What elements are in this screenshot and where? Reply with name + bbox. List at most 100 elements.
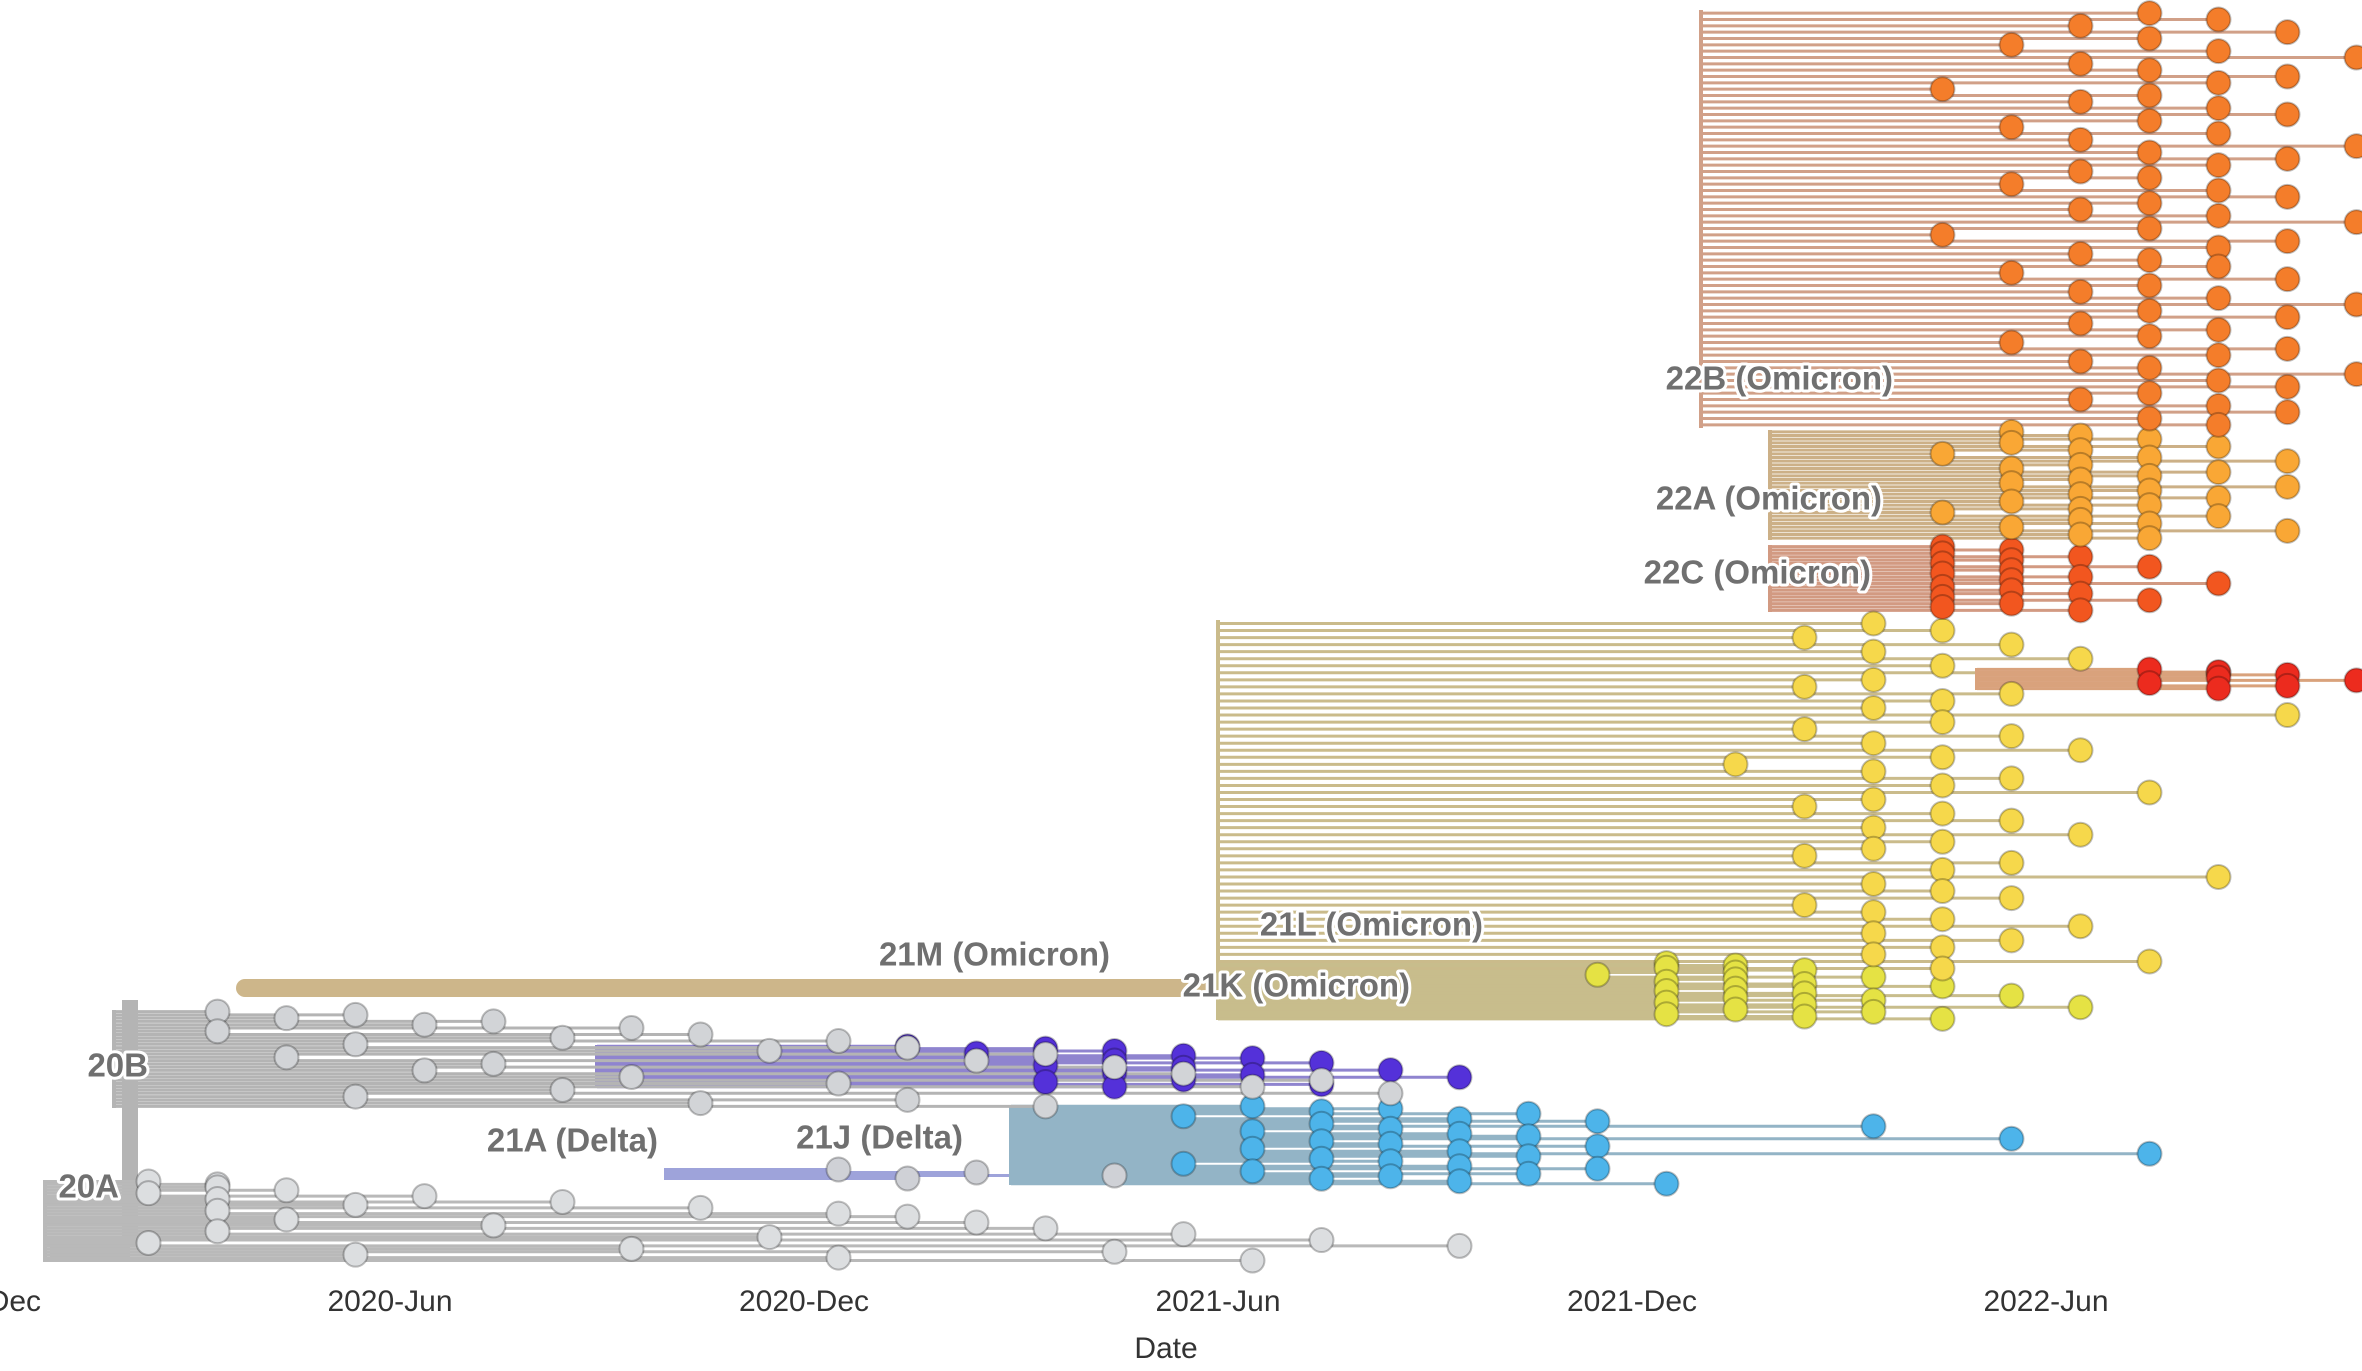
tip [1791,1003,1818,1030]
tip [963,1047,990,1074]
tip [480,1212,507,1239]
tip [2205,503,2232,530]
tip [2136,190,2163,217]
x-axis-label: Date [1134,1332,1197,1365]
tip [1998,329,2025,356]
tip [1998,885,2025,912]
tip [1998,171,2025,198]
tip [342,1241,369,1268]
tip [2067,994,2094,1021]
tip [2067,50,2094,77]
tip [1929,499,1956,526]
tip [1653,1001,1680,1028]
tip [1032,1093,1059,1120]
tip [2136,247,2163,274]
tip [1239,1135,1266,1162]
tip [1929,1005,1956,1032]
tip [618,1014,645,1041]
tip [2205,411,2232,438]
tip [1929,800,1956,827]
tip [1377,1080,1404,1107]
tip [2205,95,2232,122]
tip [825,1244,852,1271]
tip [1860,610,1887,637]
tip [1515,1100,1542,1127]
tip [1101,1238,1128,1265]
tip [1515,1160,1542,1187]
tip [2274,19,2301,46]
tip [273,1005,300,1032]
tip [2136,139,2163,166]
clade-label: 21J (Delta) [796,1119,963,1156]
tip [2205,367,2232,394]
tip [2136,525,2163,552]
tip [687,1194,714,1221]
tip [1308,1067,1335,1094]
tip [1860,638,1887,665]
tip [1032,1041,1059,1068]
tip [825,1200,852,1227]
tip [2205,342,2232,369]
tip [1170,1103,1197,1130]
tip [1101,1162,1128,1189]
tip [2205,6,2232,33]
tip [2205,459,2232,486]
tip [1929,221,1956,248]
tip [342,1031,369,1058]
tip [2067,126,2094,153]
tip [2067,597,2094,624]
tip [1929,652,1956,679]
tip [273,1177,300,1204]
tip [2136,948,2163,975]
tip [2274,517,2301,544]
labels-layer: 2019-Dec 2020-Jun 2020-Dec 2021-Jun 2021-Dec… [0,357,2109,1318]
tip [2274,266,2301,293]
tip [273,1206,300,1233]
tip [1584,961,1611,988]
tip [2136,0,2163,27]
tip [2136,107,2163,134]
tip [342,1083,369,1110]
tip [1170,1060,1197,1087]
tip [2205,433,2232,460]
tip [1998,723,2025,750]
tip [2136,553,2163,580]
tip [1998,1125,2025,1152]
tip [2067,645,2094,672]
tip [1377,1163,1404,1190]
tip [2067,521,2094,548]
tip [1860,666,1887,693]
tip [1929,772,1956,799]
tip [2343,44,2362,71]
tip [1998,765,2025,792]
tip [2136,405,2163,432]
tip [480,1008,507,1035]
tip [894,1086,921,1113]
tip [1653,1170,1680,1197]
tip [2205,253,2232,280]
tip [1998,982,2025,1009]
tip [2067,158,2094,185]
tip [1998,31,2025,58]
tip [2274,399,2301,426]
tip [411,1183,438,1210]
tip [1032,1069,1059,1096]
tip [2205,69,2232,96]
tip [1791,892,1818,919]
tip [2274,702,2301,729]
tip [204,1018,231,1045]
tip [1998,927,2025,954]
tip [1860,758,1887,785]
tip [2205,863,2232,890]
tip [2136,57,2163,84]
tip [549,1077,576,1104]
tip [2274,183,2301,210]
tip [1929,709,1956,736]
tip [1998,488,2025,515]
x-tick-label: 2020-Dec [739,1285,869,1318]
tip [1101,1054,1128,1081]
tip [1308,1227,1335,1254]
tip [2136,164,2163,191]
tip [2343,361,2362,388]
